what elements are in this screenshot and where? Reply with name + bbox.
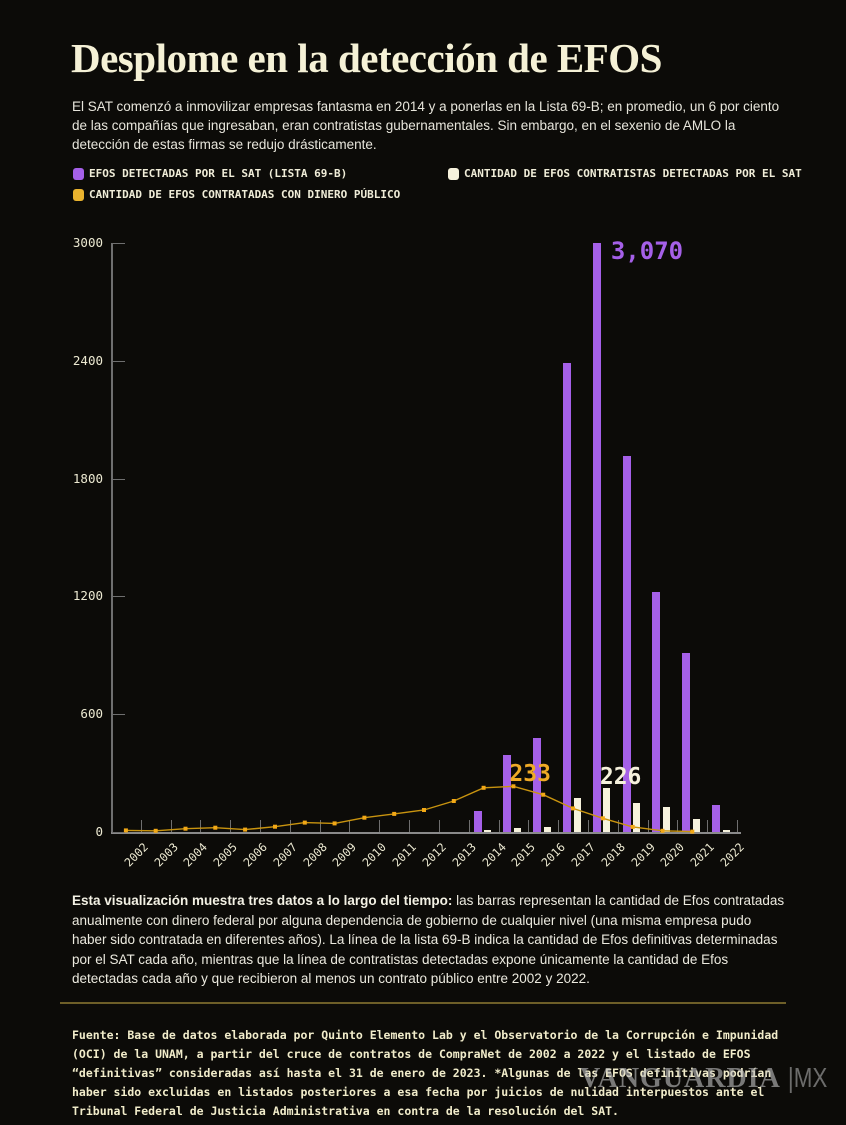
y-axis-label: 1800 <box>72 470 103 486</box>
x-tick <box>379 820 381 832</box>
explainer-note: Esta visualización muestra tres datos a … <box>72 891 788 989</box>
line-marker <box>422 808 426 812</box>
subtitle-text: El SAT comenzó a inmovilizar empresas fa… <box>72 99 780 152</box>
legend-item-label: CANTIDAD DE EFOS CONTRATADAS CON DINERO … <box>89 188 401 201</box>
legend-swatch-icon <box>73 167 84 180</box>
x-tick <box>438 820 440 832</box>
line-marker <box>213 825 218 830</box>
explainer-note-body: las barras representan la cantidad de Ef… <box>72 893 785 986</box>
line-marker <box>541 792 546 797</box>
annotation-3070: 3,070 <box>610 237 684 265</box>
bar-efos-sat-69b <box>563 362 572 832</box>
bar-contratistas-detectadas <box>573 797 581 832</box>
x-tick <box>617 820 619 832</box>
divider-line <box>60 1002 786 1004</box>
legend-swatch-icon <box>73 188 84 201</box>
line-marker <box>332 821 337 826</box>
line-marker <box>273 824 277 829</box>
y-axis-label: 600 <box>80 706 103 722</box>
line-marker <box>392 811 397 816</box>
line-marker <box>451 799 456 803</box>
y-tick <box>112 243 125 244</box>
bar-efos-sat-69b <box>712 805 721 832</box>
y-axis-label: 3000 <box>72 235 103 250</box>
y-tick <box>112 596 125 598</box>
explainer-note-lead: Esta visualización muestra tres datos a … <box>72 893 453 908</box>
y-axis-label: 1200 <box>72 588 103 604</box>
x-tick <box>319 820 321 832</box>
x-tick <box>170 820 172 832</box>
line-marker <box>243 827 248 832</box>
page-title: Desplome en la detección de EFOS <box>71 35 662 81</box>
bar-efos-sat-69b <box>682 653 691 832</box>
bar-efos-sat-69b <box>533 737 542 832</box>
bar-efos-sat-69b <box>592 243 601 832</box>
line-marker <box>302 820 307 825</box>
source-text: Fuente: Base de datos elaborada por Quin… <box>72 1028 779 1118</box>
y-tick <box>112 360 125 362</box>
legend-item-label: CANTIDAD DE EFOS CONTRATISTAS DETECTADAS… <box>464 167 802 180</box>
x-tick <box>498 820 500 832</box>
x-axis-line <box>111 832 741 834</box>
bar-contratistas-detectadas <box>484 830 492 832</box>
bar-contratistas-detectadas <box>692 819 700 832</box>
annotation-233: 233 <box>509 761 551 787</box>
y-axis-label: 0 <box>95 824 103 839</box>
annotation-226: 226 <box>599 764 642 790</box>
x-tick <box>558 820 560 832</box>
line-marker <box>183 826 188 831</box>
x-tick <box>587 820 589 832</box>
watermark-name: VANGUARDIA <box>580 1063 781 1094</box>
x-tick <box>737 820 738 832</box>
x-tick <box>677 820 679 832</box>
x-tick <box>409 820 411 832</box>
x-tick <box>200 820 202 832</box>
x-tick <box>140 820 142 832</box>
legend-item-label: EFOS DETECTADAS POR EL SAT (LISTA 69-B) <box>89 167 348 180</box>
legend-item-2: CANTIDAD DE EFOS CONTRATADAS CON DINERO … <box>73 188 400 201</box>
x-tick <box>260 820 262 832</box>
vanguardia-watermark: VANGUARDIA |MX <box>580 1062 832 1095</box>
legend-item-0: EFOS DETECTADAS POR EL SAT (LISTA 69-B) <box>73 167 347 180</box>
y-axis-line <box>111 243 113 833</box>
x-tick <box>528 820 530 832</box>
y-tick <box>112 832 125 833</box>
line-marker <box>362 815 367 820</box>
y-tick <box>112 714 125 716</box>
bar-contratistas-detectadas <box>603 787 611 832</box>
x-tick <box>230 820 232 832</box>
y-tick <box>112 478 125 480</box>
bar-contratistas-detectadas <box>722 830 730 832</box>
bar-efos-sat-69b <box>652 592 661 832</box>
bar-contratistas-detectadas <box>662 807 670 832</box>
bar-contratistas-detectadas <box>633 802 641 832</box>
x-tick <box>349 820 351 832</box>
legend-swatch-icon <box>448 167 459 180</box>
bar-efos-sat-69b <box>473 811 482 832</box>
x-tick <box>647 820 649 832</box>
bar-contratistas-detectadas <box>513 828 521 832</box>
bar-efos-sat-69b <box>622 456 631 832</box>
x-tick <box>289 820 291 832</box>
y-axis-label: 2400 <box>72 352 103 368</box>
line-marker <box>481 785 486 790</box>
watermark-suffix: |MX <box>787 1062 828 1093</box>
legend-item-1: CANTIDAD DE EFOS CONTRATISTAS DETECTADAS… <box>448 167 802 180</box>
bar-contratistas-detectadas <box>543 827 551 832</box>
x-tick <box>468 820 470 832</box>
x-tick <box>707 820 709 832</box>
